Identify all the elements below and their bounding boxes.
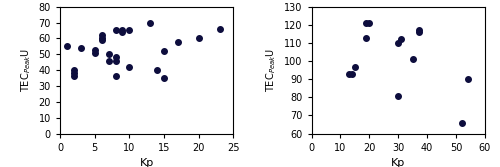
Y-axis label: TEC$_{Peak}$U: TEC$_{Peak}$U (19, 48, 33, 92)
Point (397, 38, 405, 41)
Point (366, 22, 374, 24)
Point (414, 29, 422, 32)
Point (174, 40, 182, 43)
Point (394, 42, 402, 44)
Point (70, 72, 78, 75)
Point (345, 72, 353, 75)
Point (348, 72, 356, 75)
Point (63, 45, 71, 48)
Point (394, 94, 402, 97)
X-axis label: Kp: Kp (140, 158, 154, 167)
Point (112, 59, 120, 62)
Point (90, 48, 98, 51)
Point (126, 29, 134, 32)
Point (98, 37, 106, 40)
Point (414, 31, 422, 33)
Point (98, 39, 106, 41)
Point (104, 59, 112, 62)
Point (408, 58, 416, 61)
X-axis label: Kp: Kp (391, 158, 406, 167)
Point (464, 78, 471, 80)
Point (118, 31, 126, 33)
Point (70, 75, 78, 78)
Point (195, 37, 203, 40)
Point (351, 65, 359, 68)
Point (126, 66, 134, 68)
Point (362, 36, 370, 39)
Point (104, 53, 112, 56)
Point (112, 75, 120, 78)
Point (216, 28, 224, 30)
Point (98, 34, 106, 37)
Point (362, 22, 370, 24)
Point (153, 69, 161, 71)
Point (112, 56, 120, 59)
Point (77, 47, 85, 49)
Point (160, 50, 168, 52)
Point (118, 29, 126, 32)
Point (146, 21, 154, 24)
Point (70, 69, 78, 71)
Point (90, 51, 98, 54)
Point (112, 29, 120, 32)
Point (160, 77, 168, 79)
Point (458, 121, 466, 124)
Y-axis label: TEC$_{Peak}$U: TEC$_{Peak}$U (264, 48, 278, 92)
